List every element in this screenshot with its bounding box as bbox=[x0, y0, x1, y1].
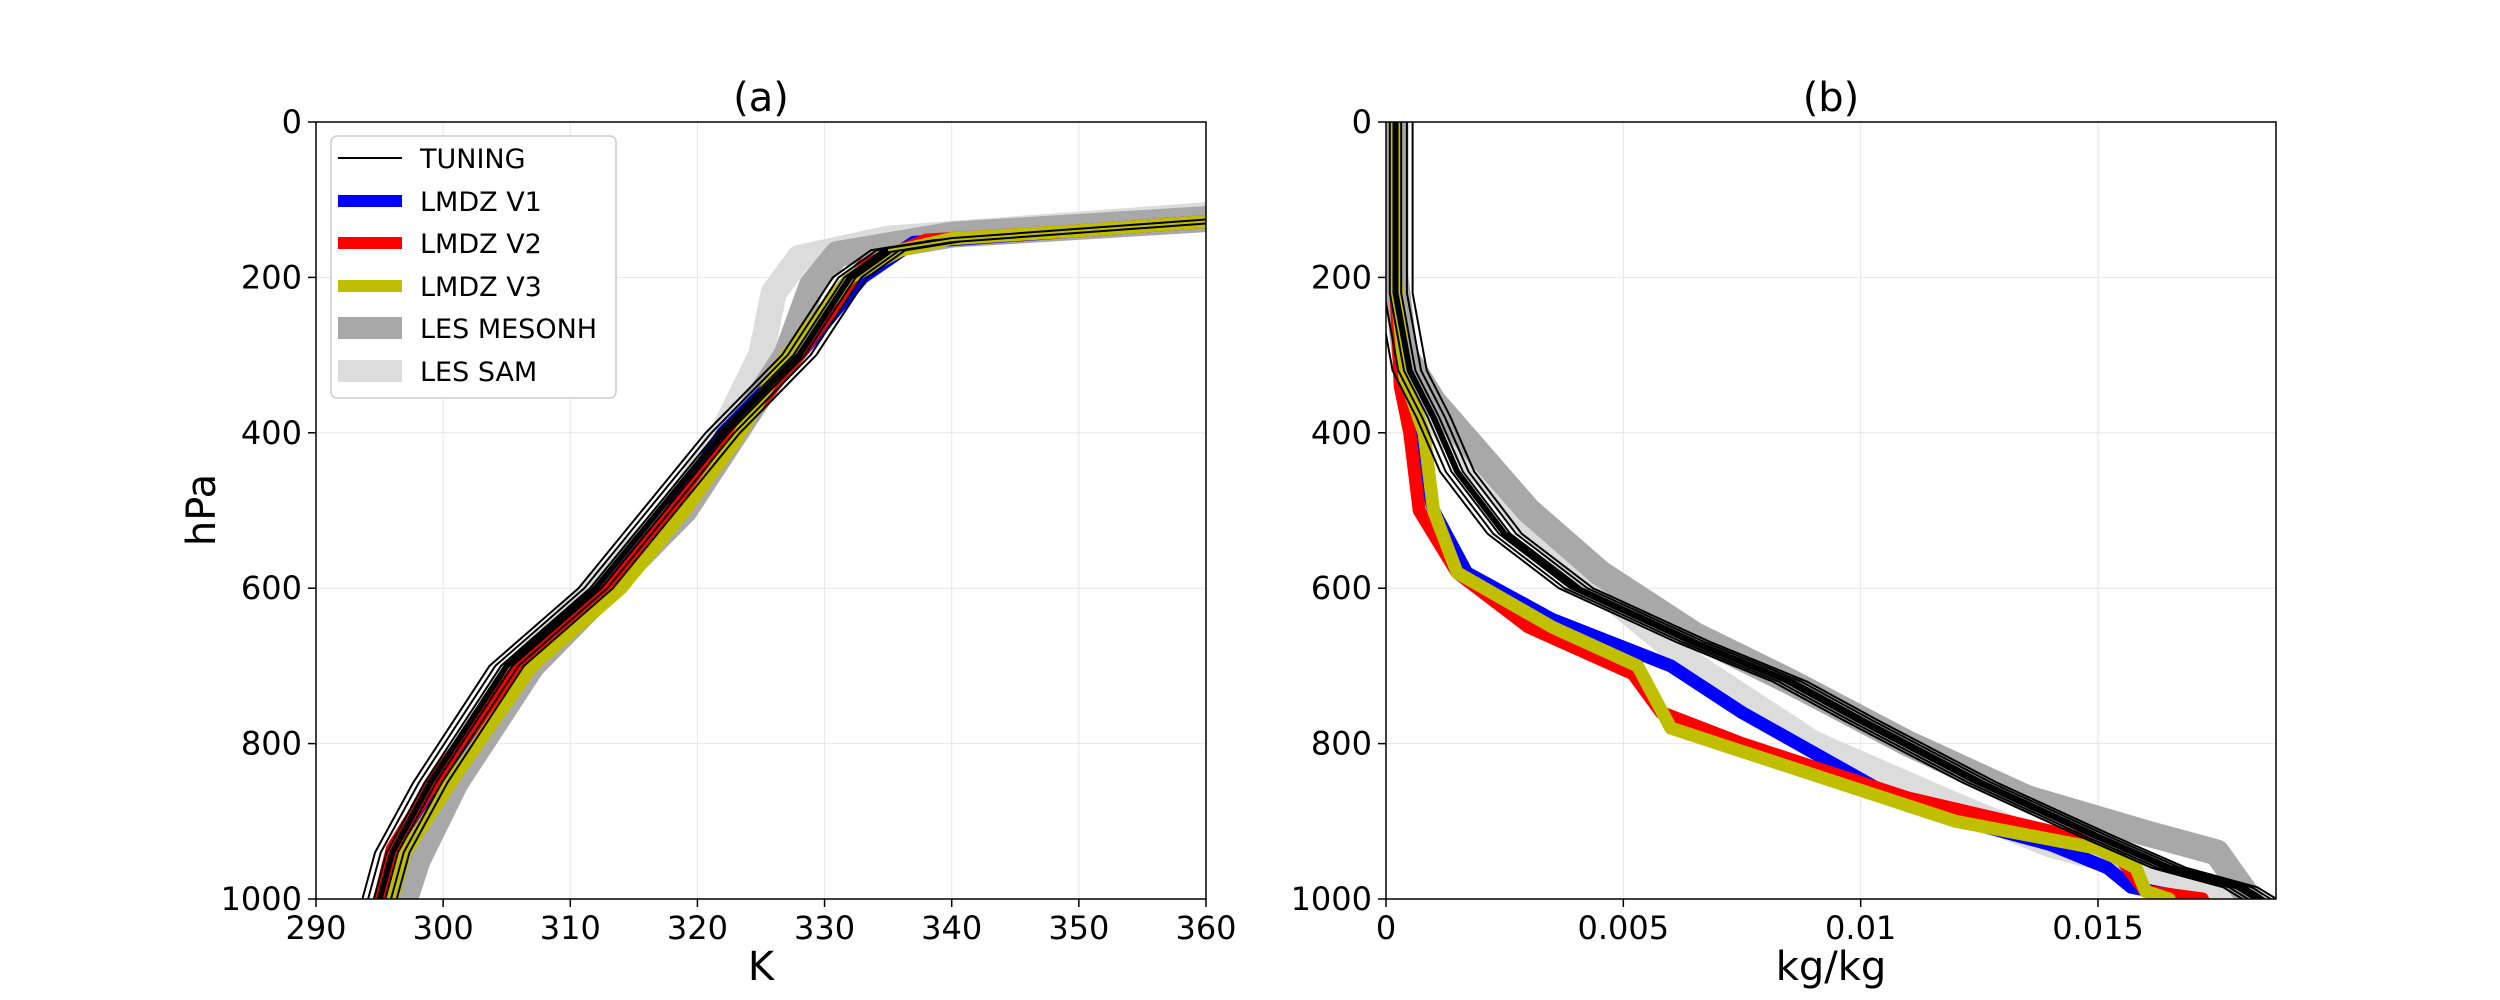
series-tuning-member bbox=[1405, 122, 2272, 899]
x-tick-label: 0.015 bbox=[2052, 909, 2144, 947]
y-tick-label: 600 bbox=[1311, 569, 1372, 607]
legend-label-lmdz-v2: LMDZ V2 bbox=[420, 229, 542, 260]
x-tick-label: 340 bbox=[921, 909, 982, 947]
y-tick-label: 200 bbox=[1311, 258, 1372, 296]
x-tick-label: 300 bbox=[413, 909, 474, 947]
y-tick-label: 800 bbox=[241, 725, 302, 763]
x-tick-label: 0.01 bbox=[1825, 909, 1896, 947]
series-tuning-member bbox=[1388, 122, 2255, 899]
series-tuning-member bbox=[1386, 297, 2249, 899]
x-tick-label: 330 bbox=[794, 909, 855, 947]
panel-a-title: (a) bbox=[733, 75, 789, 121]
panel-a-ylabel: hPa bbox=[179, 474, 225, 546]
series-tuning-member bbox=[1411, 122, 2276, 899]
axes-frame-b bbox=[1385, 121, 2277, 900]
y-tick-label: 600 bbox=[241, 569, 302, 607]
ticks-b: 0 0.005 0.01 0.015 0 200 400 600 800 1000 bbox=[1291, 103, 2144, 947]
series-a bbox=[361, 202, 1206, 899]
panel-a-xlabel: K bbox=[748, 944, 776, 990]
x-tick-label: 0 bbox=[1376, 909, 1396, 947]
legend: TUNING LMDZ V1 LMDZ V2 LMDZ V3 LES MESON… bbox=[330, 135, 617, 399]
panel-a: 290 300 310 320 330 340 350 360 0 200 400 600 800 100… bbox=[179, 75, 1237, 990]
y-tick-label: 200 bbox=[241, 258, 302, 296]
series-tuning-member bbox=[1386, 328, 2243, 899]
ticks-a: 290 300 310 320 330 340 350 360 0 200 400 600 800 100… bbox=[221, 103, 1237, 947]
panel-b-title: (b) bbox=[1803, 75, 1860, 121]
y-tick-label: 0 bbox=[282, 103, 302, 141]
legend-label-les-mesonh: LES MESONH bbox=[420, 314, 597, 345]
x-tick-label: 0.005 bbox=[1578, 909, 1670, 947]
legend-label-lmdz-v1: LMDZ V1 bbox=[420, 187, 542, 218]
legend-label-les-sam: LES SAM bbox=[420, 357, 537, 388]
panel-b: 0 0.005 0.01 0.015 0 200 400 600 800 1000 (b) kg/… bbox=[1291, 75, 2277, 990]
axes-frame-a bbox=[315, 121, 1207, 900]
y-tick-label: 1000 bbox=[221, 880, 302, 918]
y-tick-label: 400 bbox=[1311, 414, 1372, 452]
y-tick-label: 0 bbox=[1352, 103, 1372, 141]
x-tick-label: 360 bbox=[1175, 909, 1236, 947]
legend-label-tuning: TUNING bbox=[419, 144, 526, 175]
series-tuning-member bbox=[1400, 122, 2266, 899]
x-tick-label: 290 bbox=[285, 909, 346, 947]
series-b bbox=[1386, 122, 2276, 899]
panel-b-xlabel: kg/kg bbox=[1776, 944, 1887, 990]
x-tick-label: 320 bbox=[667, 909, 728, 947]
series-lmdz-v3-overlay bbox=[887, 220, 1206, 252]
x-tick-label: 310 bbox=[540, 909, 601, 947]
y-tick-label: 400 bbox=[241, 414, 302, 452]
y-tick-label: 1000 bbox=[1291, 880, 1372, 918]
series-tuning-member bbox=[395, 221, 1206, 899]
series-tuning bbox=[1392, 122, 2263, 899]
legend-frame bbox=[330, 135, 617, 399]
x-tick-label: 350 bbox=[1048, 909, 1109, 947]
legend-label-lmdz-v3: LMDZ V3 bbox=[420, 272, 542, 303]
y-tick-label: 800 bbox=[1311, 725, 1372, 763]
